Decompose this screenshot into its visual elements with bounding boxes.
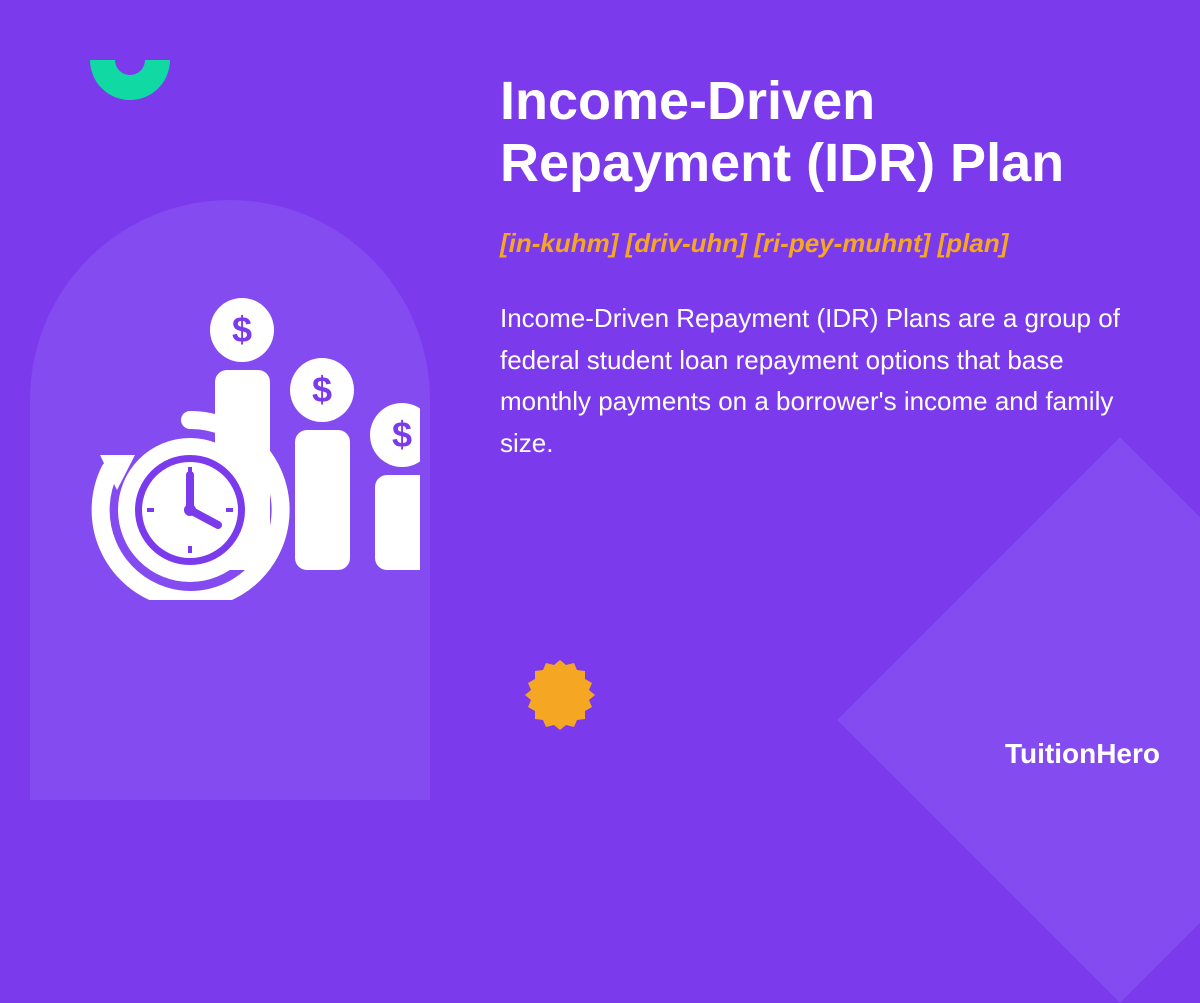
brand-logo: TuitionHero (1005, 738, 1160, 770)
content-area: Income-Driven Repayment (IDR) Plan [in-k… (500, 70, 1120, 465)
seal-badge-icon (520, 655, 600, 740)
half-ring-decoration (80, 60, 180, 125)
term-description: Income-Driven Repayment (IDR) Plans are … (500, 298, 1120, 464)
finance-time-icon: $ $ $ (80, 260, 420, 600)
svg-text:$: $ (392, 414, 412, 455)
pronunciation-text: [in-kuhm] [driv-uhn] [ri-pey-muhnt] [pla… (500, 224, 1120, 263)
svg-text:$: $ (312, 369, 332, 410)
term-title: Income-Driven Repayment (IDR) Plan (500, 70, 1120, 194)
svg-text:$: $ (232, 309, 252, 350)
logo-part1: Tuition (1005, 738, 1096, 769)
diamond-background-shape (837, 437, 1200, 1003)
logo-part2: Hero (1096, 738, 1160, 769)
